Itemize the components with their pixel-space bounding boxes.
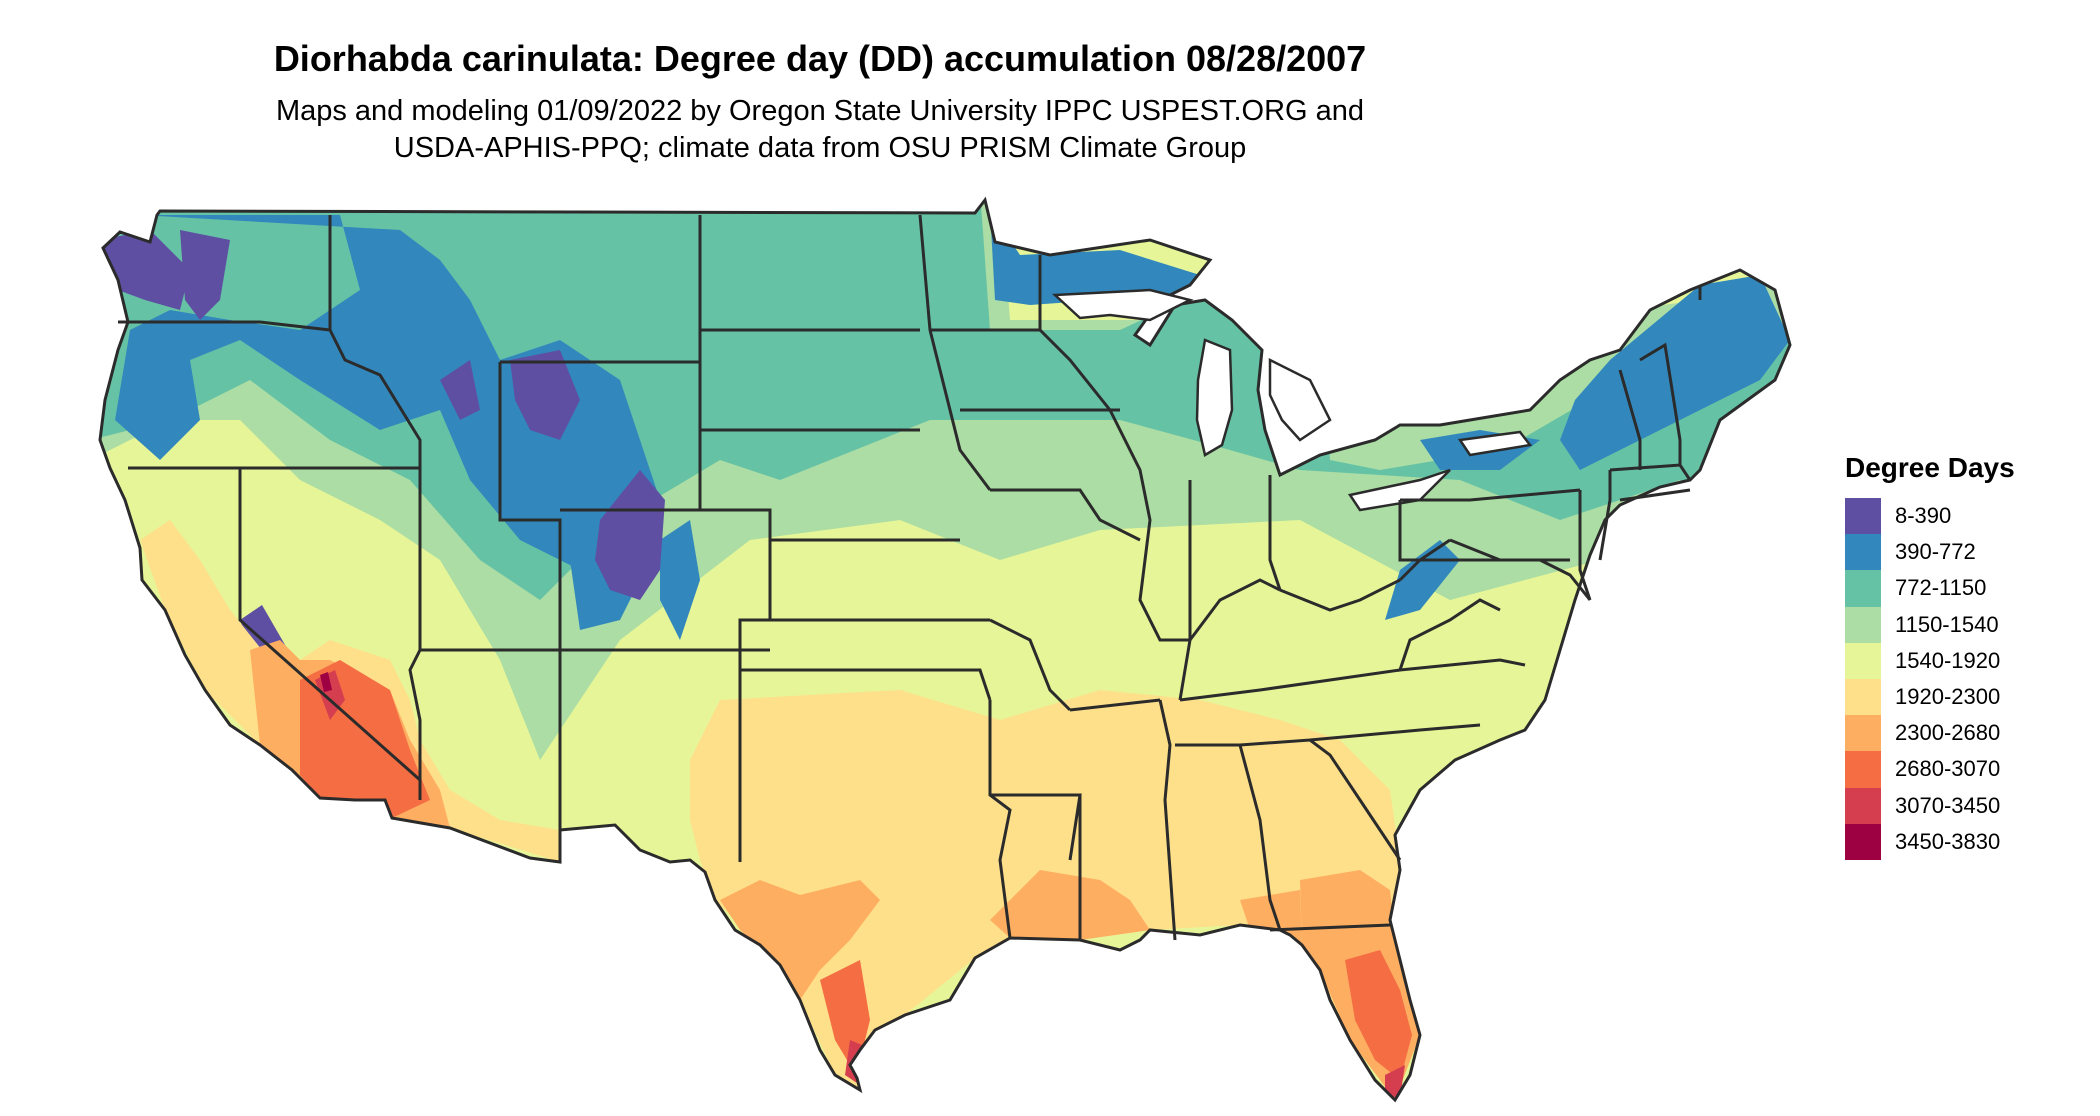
legend-swatch	[1845, 823, 1881, 860]
legend-swatch	[1845, 498, 1881, 535]
map-subtitle-line-2: USDA-APHIS-PPQ; climate data from OSU PR…	[393, 132, 1247, 164]
legend-swatch	[1845, 751, 1881, 788]
legend-swatch	[1845, 678, 1881, 716]
legend-swatch	[1845, 787, 1881, 824]
legend-item: 1920-2300	[1845, 678, 2015, 716]
legend-item: 390-772	[1845, 534, 2015, 571]
legend-label: 8-390	[1895, 503, 1952, 529]
legend-title: Degree Days	[1845, 452, 2015, 483]
map-subtitle-line-1: Maps and modeling 01/09/2022 by Oregon S…	[275, 95, 1365, 127]
legend-item: 1540-1920	[1845, 642, 2015, 679]
legend-label: 1150-1540	[1895, 611, 1999, 637]
legend-item: 772-1150	[1845, 570, 2015, 607]
legend-item: 2300-2680	[1845, 715, 2015, 752]
legend-label: 1540-1920	[1895, 647, 2001, 673]
legend: Degree Days 8-390 390-772 772-1150 1150-154…	[1845, 452, 2015, 860]
legend-item: 1150-1540	[1845, 606, 2015, 643]
legend-swatch	[1845, 715, 1881, 752]
map-title: Diorhabda carinulata: Degree day (DD) ac…	[273, 38, 1367, 79]
legend-items: 8-390 390-772 772-1150 1150-1540 1540-1920 19…	[1845, 498, 2015, 860]
legend-item: 3450-3830	[1845, 823, 2015, 860]
legend-label: 2300-2680	[1895, 720, 2001, 746]
legend-swatch	[1845, 570, 1881, 607]
legend-label: 3450-3830	[1895, 828, 2001, 854]
legend-label: 2680-3070	[1895, 756, 2001, 782]
legend-item: 8-390	[1845, 498, 2015, 535]
legend-swatch	[1845, 642, 1881, 679]
legend-item: 3070-3450	[1845, 787, 2015, 824]
legend-label: 1920-2300	[1895, 684, 2001, 710]
legend-label: 772-1150	[1895, 575, 1987, 601]
legend-swatch	[1845, 606, 1881, 643]
legend-label: 3070-3450	[1895, 792, 2001, 818]
legend-label: 390-772	[1895, 539, 1976, 565]
legend-item: 2680-3070	[1845, 751, 2015, 788]
legend-swatch	[1845, 534, 1881, 571]
